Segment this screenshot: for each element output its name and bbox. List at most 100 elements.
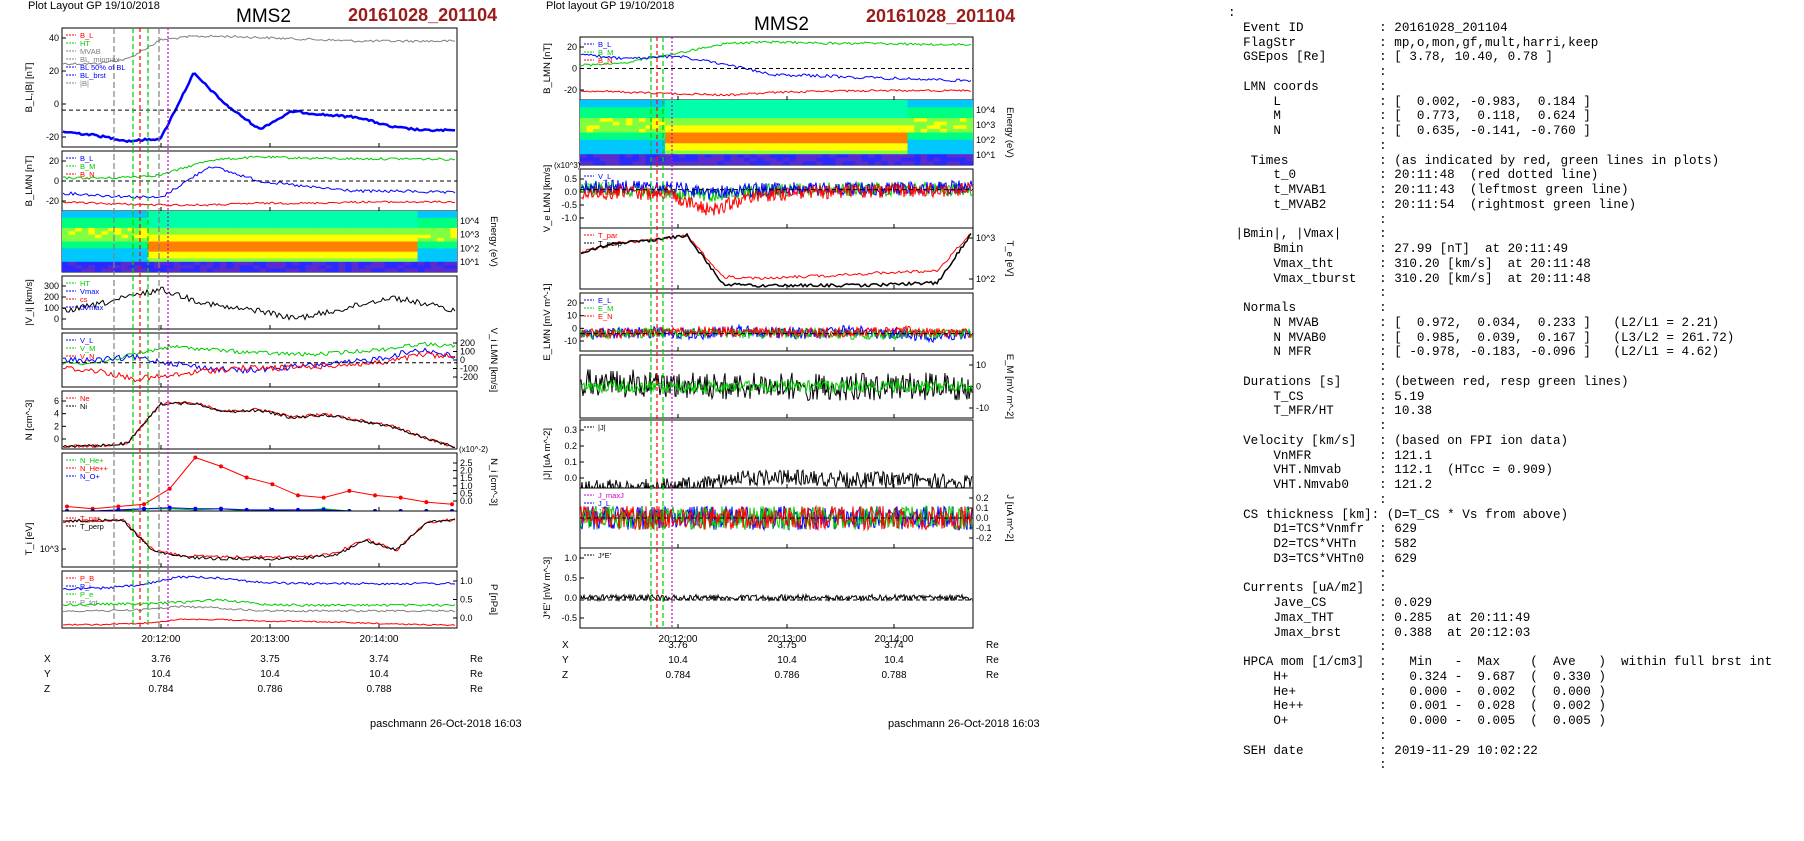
panel-2-heat-cell (914, 128, 922, 134)
panel-4-frame (579, 227, 974, 290)
panel-2-heat-cell (743, 110, 751, 115)
panel-3-heat-cell (233, 258, 241, 263)
panel-2-heat-cell (959, 100, 967, 105)
panel-2-heat-cell (907, 132, 915, 137)
panel-2-heat-cell (638, 146, 646, 152)
x-tick-label: 20:12:00 (142, 634, 181, 645)
panel-3-heat-cell (68, 244, 76, 249)
panel-2-heat-cell (946, 136, 954, 141)
panel-2-heat-cell (593, 107, 601, 112)
panel-3-heat-cell (279, 255, 287, 260)
panel-3-heat-cell (450, 217, 457, 222)
panel-2-heat-cell (953, 161, 961, 165)
panel-3-heat-cell (338, 244, 346, 249)
panel-2-heat-cell (599, 132, 607, 137)
panel-3-heat-cell (397, 231, 405, 236)
panel-2-heat-cell (638, 100, 646, 105)
panel-3-heat-cell (417, 241, 425, 246)
info-line: Event ID : 20161028_201104 (1228, 20, 1508, 35)
panel-3-heat-cell (364, 268, 372, 272)
panel-2-heat-cell (612, 125, 620, 130)
panel-2-heat-cell (763, 143, 771, 148)
panel-2-heat-cell (894, 128, 902, 134)
panel-2-heat-cell (966, 107, 973, 112)
panel-3-heat-cell (443, 238, 451, 243)
panel-3-heat-cell (338, 234, 346, 239)
panel-3-heat-cell (206, 214, 214, 219)
panel-3-heat-cell (213, 261, 221, 266)
panel-2-heat-cell (796, 110, 804, 115)
panel-2-heat-cell (828, 107, 836, 112)
panel-3-heat-cell (62, 211, 70, 215)
panel-2-heat-cell (619, 146, 627, 152)
panel-3-heat-cell (68, 268, 76, 272)
panel-7-ytick-label: 0.0 (460, 496, 473, 506)
panel-3-heat-cell (378, 221, 386, 226)
panel-3-heat-cell (318, 227, 326, 232)
panel-2-heat-cell (612, 132, 620, 137)
panel-3-heat-cell (417, 258, 425, 263)
panel-3-heat-cell (364, 241, 372, 246)
panel-1-legend-entry: B_M (598, 48, 613, 57)
panel-3-heat-cell (246, 211, 254, 215)
panel-3-heat-cell (187, 211, 195, 215)
panel-2-heat-cell (887, 103, 895, 108)
panel-3-heat-cell (154, 217, 162, 222)
panel-2-heat-cell (966, 103, 973, 108)
panel-2-heat-cell (737, 161, 745, 165)
panel-2-heat-cell (835, 121, 843, 126)
panel-2-heat-cell (671, 139, 679, 144)
panel-9-ytick-label: 0.5 (564, 573, 577, 583)
panel-2-heat-cell (842, 143, 850, 148)
panel-3-heat-cell (305, 227, 313, 232)
panel-3-heat-cell (266, 211, 274, 215)
panel-2-heat-cell (638, 118, 646, 123)
panel-2-heat-cell (652, 103, 660, 108)
panel-3-heat-cell (167, 227, 175, 232)
panel-3-heat-cell (391, 234, 399, 239)
panel-2-ytick-label: 10^4 (976, 105, 995, 115)
panel-2-heat-cell (933, 154, 941, 159)
panel-3-heat-cell (443, 248, 451, 253)
panel-2-heat-cell (730, 139, 738, 144)
panel-2-heat-cell (678, 125, 686, 130)
panel-3-heat-cell (358, 251, 366, 256)
panel-2-heat-cell (835, 128, 843, 134)
ephemeris-value: 3.75 (777, 640, 797, 651)
panel-3-heat-cell (62, 251, 70, 256)
panel-3-heat-cell (147, 244, 155, 249)
panel-3-heat-cell (272, 221, 280, 226)
panel-2-heat-cell (802, 139, 810, 144)
panel-2-heat-cell (750, 150, 758, 155)
panel-2-heat-cell (815, 161, 823, 165)
panel-3-heat-cell (226, 255, 234, 260)
panel-2-heat-cell (966, 139, 973, 144)
panel-2-heat-cell (737, 103, 745, 108)
panel-2-heat-cell (769, 146, 777, 152)
panel-3-heat-cell (233, 227, 241, 232)
panel-7-ytick-label: 1.0 (460, 481, 473, 491)
panel-8-ytick-label: 0.2 (976, 493, 989, 503)
panel-2-heat-cell (717, 143, 725, 148)
panel-2-heat-cell (907, 103, 915, 108)
panel-3-heat-cell (88, 251, 96, 256)
panel-7-series-O+ (67, 507, 452, 511)
panel-2-heat-cell (920, 161, 928, 165)
ephemeris-row-label: X (44, 654, 51, 665)
panel-3-heat-cell (430, 231, 438, 236)
panel-3-heat-cell (299, 214, 307, 219)
panel-3-heat-cell (101, 251, 109, 256)
panel-3-heat-cell (134, 261, 142, 266)
panel-3-heat-cell (88, 265, 96, 270)
panel-3-heat-cell (239, 244, 247, 249)
panel-2-heat-cell (855, 150, 863, 155)
panel-2-heat-cell (855, 143, 863, 148)
panel-3-heat-cell (141, 255, 149, 260)
panel-3-heat-cell (325, 211, 333, 215)
panel-3-heat-cell (404, 231, 412, 236)
panel-3-heat-cell (331, 258, 340, 263)
panel-2-heat-cell (914, 154, 922, 159)
panel-3-heat-cell (378, 248, 386, 253)
panel-2-heat-cell (959, 114, 967, 119)
panel-3-heat-cell (121, 227, 129, 232)
